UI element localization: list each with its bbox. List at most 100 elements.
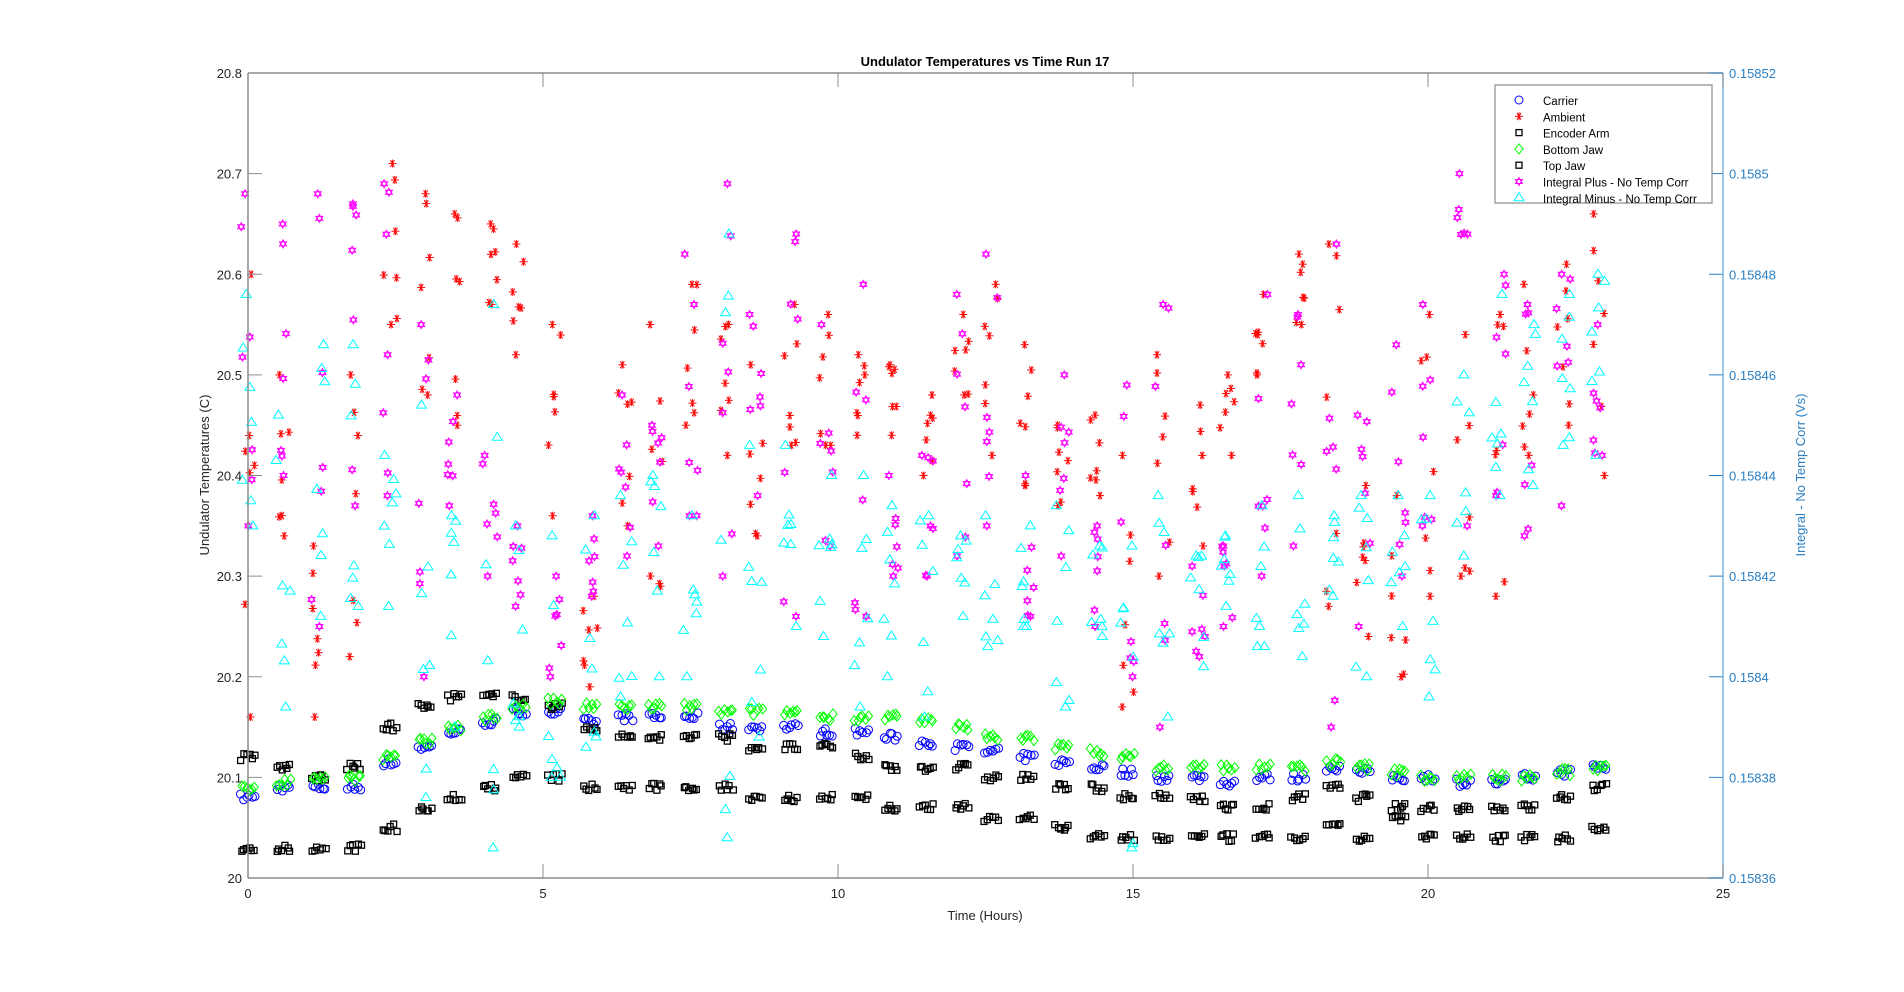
data-point bbox=[355, 770, 365, 782]
data-point bbox=[1227, 612, 1237, 623]
data-point bbox=[1401, 636, 1410, 645]
data-point bbox=[1592, 396, 1601, 407]
data-point bbox=[508, 287, 517, 296]
data-point bbox=[1198, 590, 1208, 601]
data-point bbox=[723, 178, 732, 189]
data-point bbox=[1200, 830, 1209, 838]
data-point bbox=[1565, 399, 1574, 408]
data-point bbox=[745, 696, 758, 706]
data-point bbox=[988, 746, 998, 756]
data-point bbox=[980, 630, 992, 641]
data-point bbox=[1362, 574, 1375, 585]
data-point bbox=[693, 708, 703, 718]
data-point bbox=[626, 699, 637, 711]
data-point bbox=[1054, 448, 1063, 457]
data-point bbox=[547, 599, 560, 610]
data-point bbox=[351, 489, 360, 498]
data-point bbox=[1122, 379, 1132, 390]
data-point bbox=[349, 596, 358, 605]
data-point bbox=[278, 238, 288, 249]
data-point bbox=[1050, 759, 1060, 769]
data-point bbox=[1335, 305, 1344, 314]
data-point bbox=[959, 760, 968, 769]
data-point bbox=[1493, 320, 1502, 329]
data-point bbox=[984, 471, 994, 482]
data-point bbox=[579, 544, 592, 554]
data-point bbox=[1296, 459, 1306, 470]
data-point bbox=[646, 572, 655, 581]
data-point bbox=[453, 213, 462, 222]
data-point bbox=[445, 629, 458, 640]
data-point bbox=[1017, 575, 1030, 586]
data-point bbox=[386, 496, 399, 507]
data-point bbox=[1050, 499, 1063, 510]
data-point bbox=[387, 320, 396, 329]
data-point bbox=[1086, 415, 1095, 424]
data-point bbox=[823, 713, 833, 725]
data-point bbox=[378, 520, 391, 530]
data-point bbox=[1491, 592, 1500, 601]
data-point bbox=[492, 531, 502, 542]
data-point bbox=[1023, 610, 1033, 621]
data-point bbox=[785, 518, 797, 529]
data-point bbox=[964, 742, 974, 752]
data-point bbox=[1125, 557, 1134, 566]
data-point bbox=[1163, 763, 1174, 775]
data-point bbox=[613, 672, 626, 682]
data-point bbox=[1252, 368, 1261, 377]
data-point bbox=[1364, 758, 1374, 770]
data-point bbox=[1258, 541, 1271, 551]
data-point bbox=[1454, 204, 1464, 215]
data-point bbox=[318, 844, 327, 852]
data-point bbox=[1022, 729, 1033, 742]
data-point bbox=[689, 698, 699, 711]
data-point bbox=[311, 661, 320, 670]
data-point bbox=[247, 474, 257, 485]
data-point bbox=[864, 725, 874, 735]
data-point bbox=[1501, 807, 1509, 815]
data-point bbox=[513, 721, 526, 731]
data-point bbox=[1563, 288, 1576, 298]
data-point bbox=[756, 474, 765, 483]
data-point bbox=[955, 572, 968, 582]
data-point bbox=[1263, 289, 1272, 300]
data-point bbox=[1024, 519, 1037, 530]
data-point bbox=[684, 457, 694, 468]
data-point bbox=[1462, 520, 1472, 531]
data-point bbox=[451, 375, 460, 384]
data-point bbox=[1453, 774, 1464, 786]
data-point bbox=[677, 624, 690, 634]
data-point bbox=[614, 489, 627, 500]
data-point bbox=[545, 671, 555, 682]
data-point bbox=[860, 713, 871, 726]
data-point bbox=[1250, 612, 1263, 622]
data-point bbox=[1589, 435, 1598, 446]
data-point bbox=[792, 339, 801, 348]
data-point bbox=[551, 571, 561, 582]
data-point bbox=[656, 396, 665, 405]
data-point bbox=[1430, 806, 1438, 814]
data-point bbox=[481, 654, 494, 665]
data-point bbox=[590, 730, 602, 741]
data-point bbox=[1017, 620, 1030, 630]
data-point bbox=[1126, 539, 1138, 550]
data-point bbox=[724, 396, 733, 405]
data-point bbox=[784, 538, 797, 548]
data-point bbox=[1085, 616, 1098, 627]
data-point bbox=[508, 541, 518, 552]
data-point bbox=[1095, 491, 1104, 500]
data-point bbox=[1501, 769, 1511, 782]
data-point bbox=[1397, 804, 1405, 812]
data-point bbox=[1064, 821, 1072, 830]
data-point bbox=[1153, 517, 1166, 527]
data-point bbox=[276, 429, 285, 438]
data-point bbox=[882, 762, 891, 770]
data-point bbox=[389, 749, 399, 761]
data-point bbox=[1199, 541, 1208, 550]
legend-marker-icon bbox=[1515, 161, 1523, 169]
y-right-tick-label: 0.15844 bbox=[1729, 469, 1776, 484]
data-point bbox=[1459, 486, 1472, 497]
data-point bbox=[1424, 653, 1437, 664]
data-point bbox=[1251, 834, 1259, 842]
data-point bbox=[1100, 831, 1109, 840]
